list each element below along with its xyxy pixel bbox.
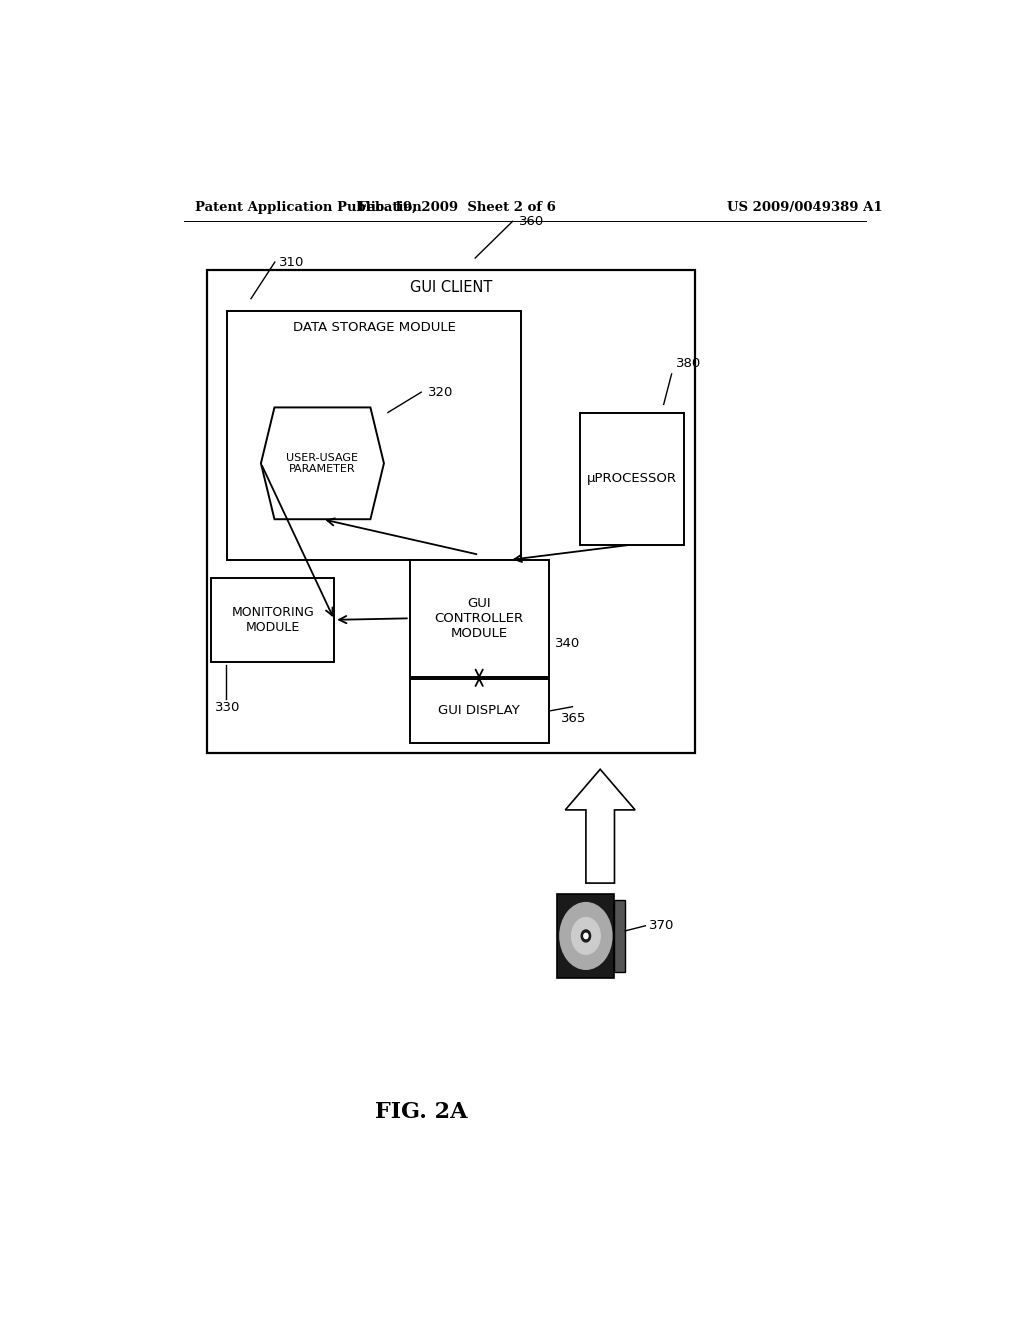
Text: MONITORING
MODULE: MONITORING MODULE [231,606,314,634]
Text: 360: 360 [519,215,544,228]
Circle shape [571,917,600,954]
Polygon shape [565,770,635,883]
Text: GUI CLIENT: GUI CLIENT [411,280,493,296]
Text: FIG. 2A: FIG. 2A [376,1101,468,1123]
Text: 310: 310 [279,256,304,268]
Text: 340: 340 [555,638,581,651]
Text: USER-USAGE
PARAMETER: USER-USAGE PARAMETER [287,453,358,474]
Bar [227,312,521,560]
Bar [614,900,626,972]
Bar [410,678,549,743]
Bar [207,271,695,752]
Bar [410,560,549,677]
Text: DATA STORAGE MODULE: DATA STORAGE MODULE [293,321,456,334]
Text: 320: 320 [428,385,453,399]
Text: 380: 380 [676,358,700,370]
Text: 365: 365 [560,713,586,726]
Bar [211,578,334,661]
Text: GUI
CONTROLLER
MODULE: GUI CONTROLLER MODULE [434,597,523,640]
Text: 370: 370 [649,919,675,932]
Text: GUI DISPLAY: GUI DISPLAY [438,705,520,717]
Circle shape [582,931,591,942]
Text: 330: 330 [215,701,241,714]
Bar [581,413,684,545]
Text: US 2009/0049389 A1: US 2009/0049389 A1 [727,201,883,214]
Text: μPROCESSOR: μPROCESSOR [587,473,677,484]
Text: Feb. 19, 2009  Sheet 2 of 6: Feb. 19, 2009 Sheet 2 of 6 [358,201,556,214]
Text: Patent Application Publication: Patent Application Publication [196,201,422,214]
Bar [557,894,614,978]
Polygon shape [261,408,384,519]
Circle shape [584,933,588,939]
Circle shape [560,903,612,969]
